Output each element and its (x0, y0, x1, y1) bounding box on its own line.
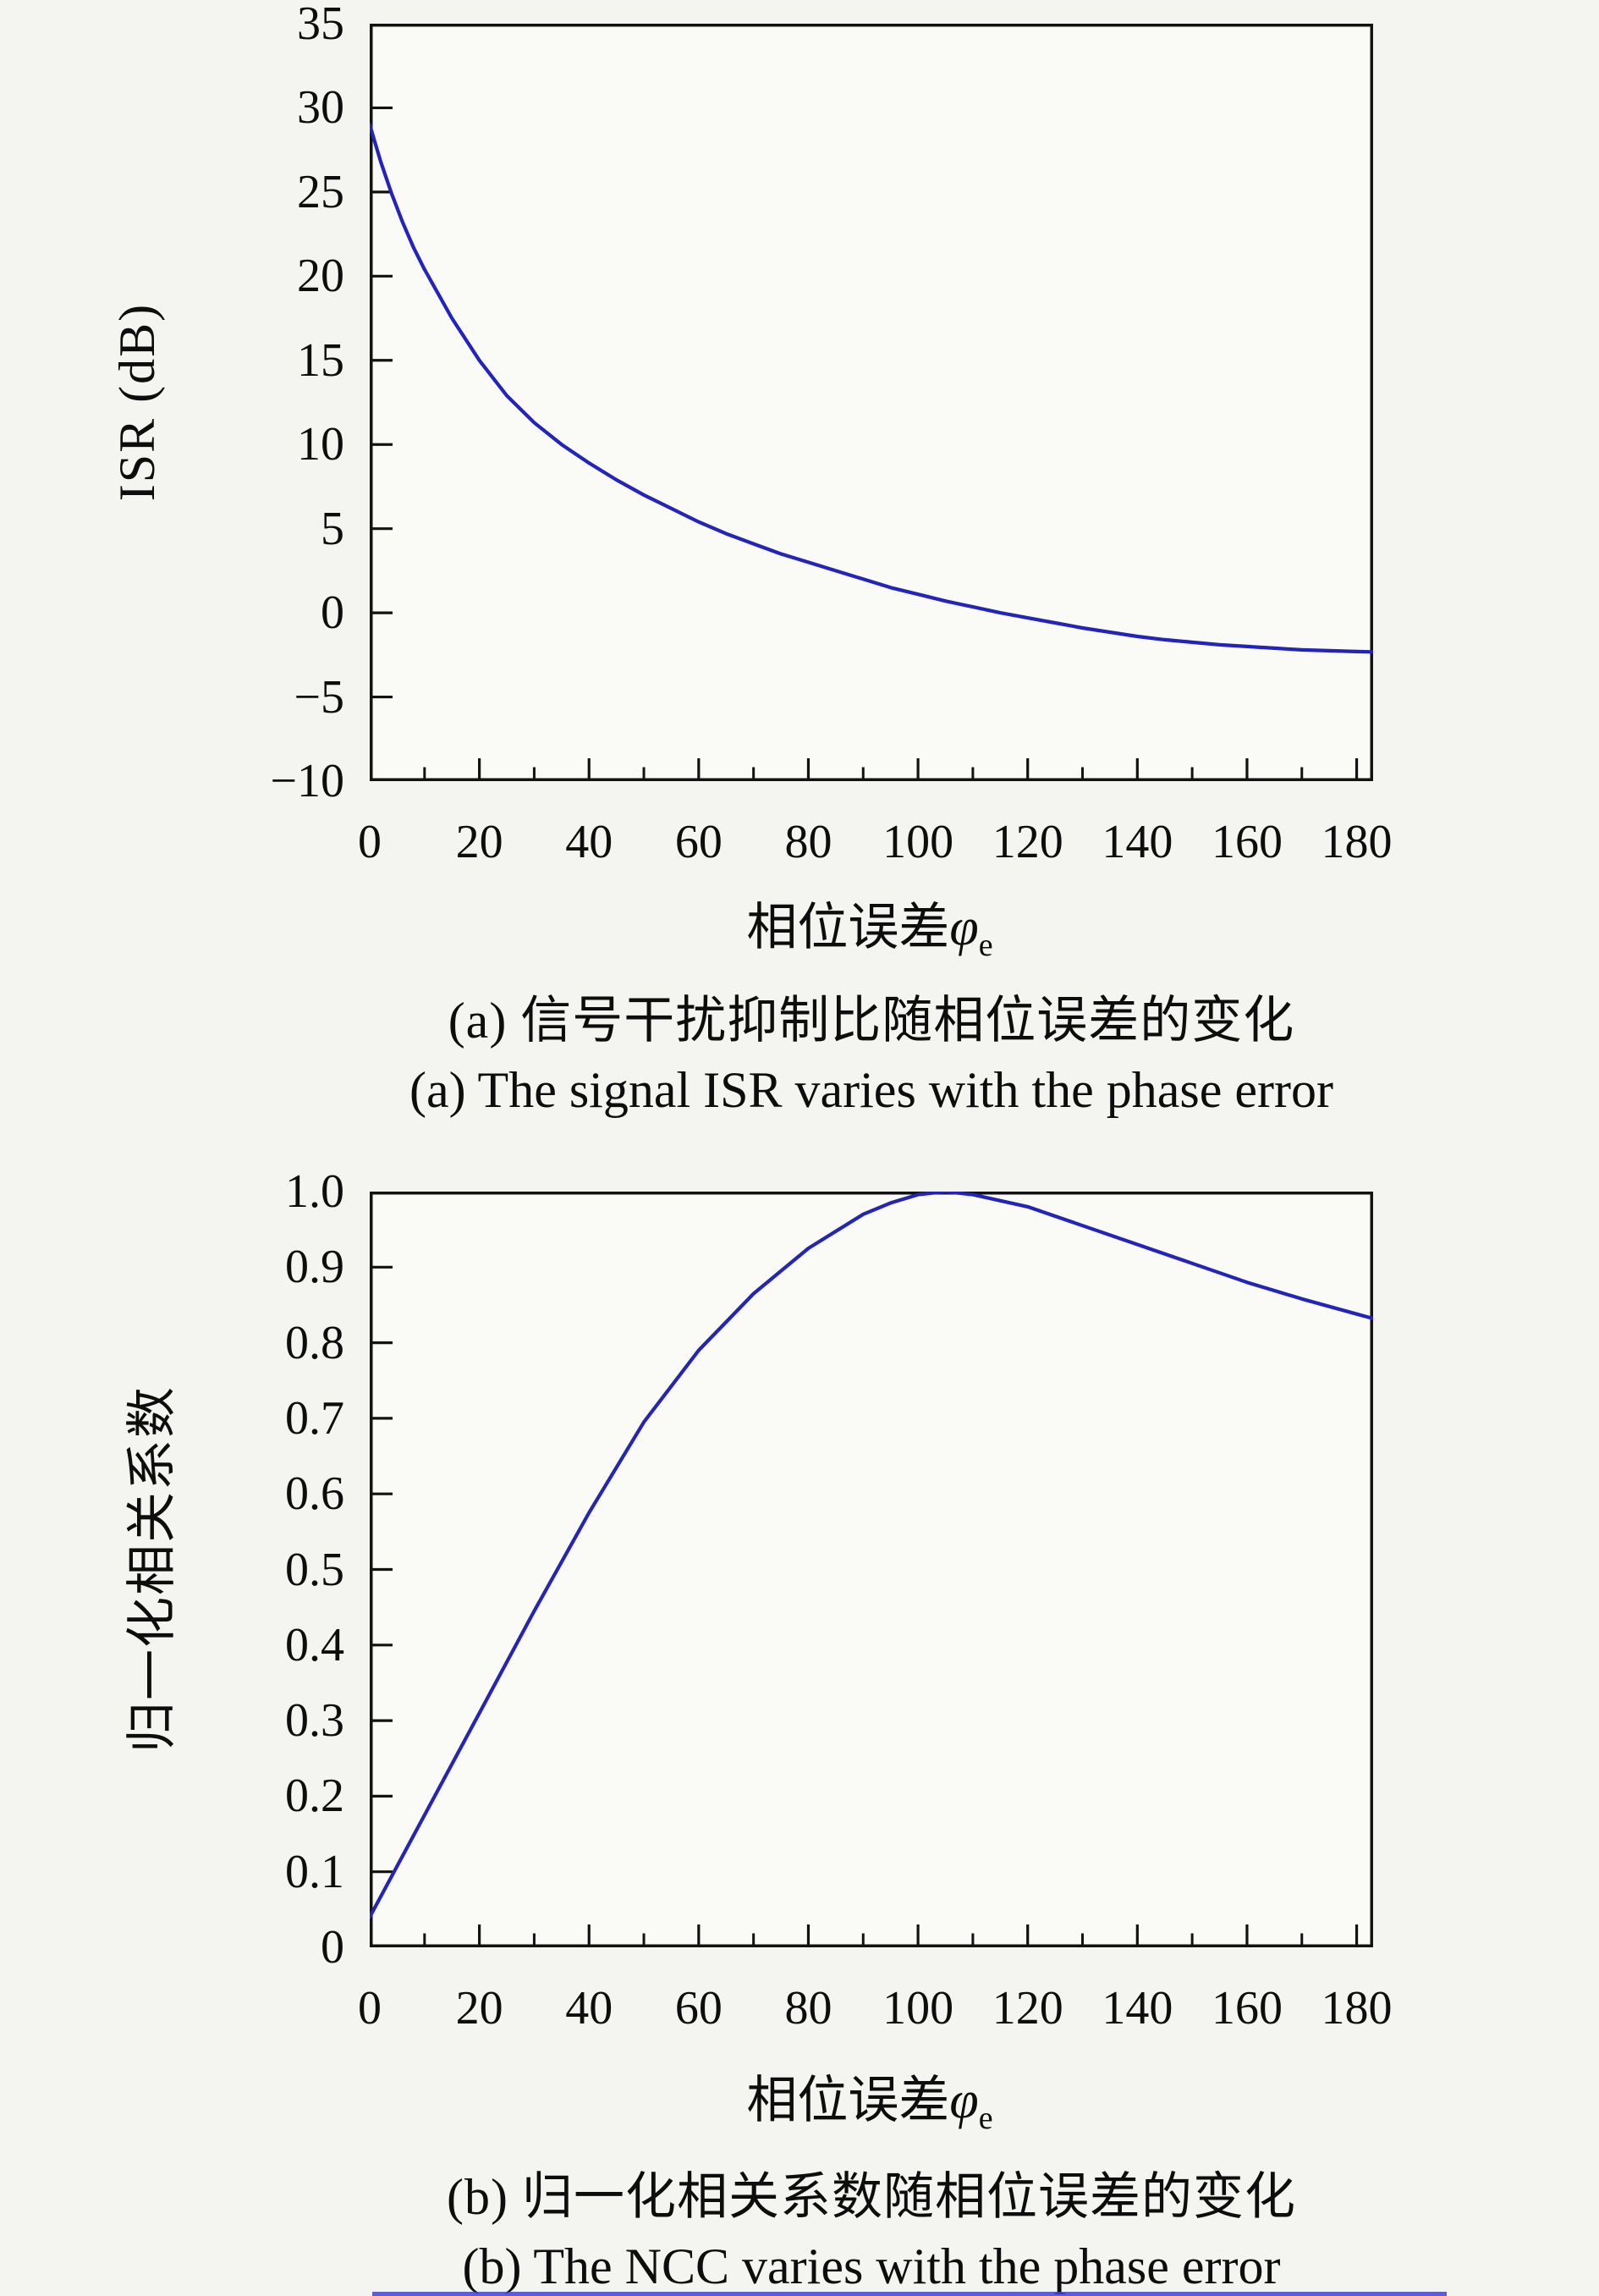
phi-symbol: φ (949, 2072, 979, 2129)
y-tick-label: 25 (297, 165, 344, 218)
isr-curve (370, 123, 1373, 654)
isr-x-axis-title: 相位误差φe (362, 894, 1377, 961)
ncc-x-axis-title: 相位误差φe (362, 2067, 1377, 2134)
caption-a-english: (a) The signal ISR varies with the phase… (409, 1062, 1333, 1118)
phi-subscript: e (978, 2101, 993, 2136)
plot-frame (370, 24, 1373, 781)
x-tick-label: 40 (565, 816, 613, 868)
y-tick-label: 0.4 (285, 1618, 344, 1671)
x-tick-label: 120 (992, 816, 1063, 868)
plot-frame (370, 1192, 1373, 1947)
y-tick-label: 30 (297, 81, 344, 135)
y-tick-label: 0 (321, 1921, 344, 1974)
x-tick-label: 140 (1102, 816, 1173, 868)
y-tick-label: 15 (297, 333, 344, 387)
x-tick-label: 100 (882, 816, 954, 868)
ncc-plot-area (370, 1192, 1373, 1947)
y-tick-label: 0.8 (285, 1316, 344, 1369)
y-tick-label: −5 (294, 670, 344, 724)
caption-a-chinese: (a) 信号干扰抑制比随相位误差的变化 (448, 993, 1295, 1049)
phi-symbol: φ (949, 899, 979, 956)
y-tick-label: 0.9 (285, 1241, 344, 1294)
x-tick-label: 60 (674, 816, 723, 868)
y-tick-label: 35 (297, 0, 344, 50)
y-tick-label: 0.3 (285, 1694, 344, 1748)
ncc-curve (370, 1192, 1373, 1919)
y-tick-label: 5 (321, 502, 344, 555)
y-tick-label: 0.5 (285, 1543, 344, 1596)
ncc-y-axis-title: 归一化相关系数 (124, 1385, 180, 1753)
y-tick-label: 0.1 (285, 1845, 344, 1898)
y-tick-label: 0 (321, 586, 344, 640)
y-tick-label: 0.2 (285, 1770, 344, 1823)
caption-b-chinese: (b) 归一化相关系数随相位误差的变化 (447, 2169, 1296, 2225)
y-tick-label: 10 (297, 418, 344, 471)
y-tick-label: 0.6 (285, 1467, 344, 1521)
x-tick-label: 80 (784, 816, 832, 868)
y-tick-label: 1.0 (285, 1165, 344, 1218)
x-tick-label: 180 (1321, 816, 1393, 868)
x-tick-label: 100 (882, 1982, 954, 2034)
x-tick-label: 0 (358, 816, 382, 868)
phi-subscript: e (978, 928, 993, 963)
x-tick-label: 20 (455, 1982, 503, 2034)
x-tick-label: 160 (1211, 1982, 1283, 2034)
x-tick-label: 0 (358, 1982, 382, 2034)
y-tick-label: 0.7 (285, 1391, 344, 1445)
x-tick-label: 20 (455, 816, 503, 868)
isr-plot-area (370, 24, 1373, 781)
x-tick-label: 180 (1321, 1982, 1393, 2034)
x-tick-label: 80 (784, 1982, 832, 2034)
x-tick-label: 140 (1102, 1982, 1173, 2034)
x-axis-title-text: 相位误差 (746, 900, 950, 955)
y-tick-label: 20 (297, 250, 344, 303)
x-tick-label: 40 (565, 1982, 613, 2034)
bottom-edge-artifact (372, 2292, 1447, 2296)
x-tick-label: 160 (1211, 816, 1283, 868)
x-tick-label: 120 (992, 1982, 1063, 2034)
caption-b-english: (b) The NCC varies with the phase error (462, 2238, 1281, 2294)
x-tick-label: 60 (674, 1982, 723, 2034)
x-axis-title-text: 相位误差 (746, 2073, 950, 2128)
y-tick-label: −10 (270, 755, 344, 807)
